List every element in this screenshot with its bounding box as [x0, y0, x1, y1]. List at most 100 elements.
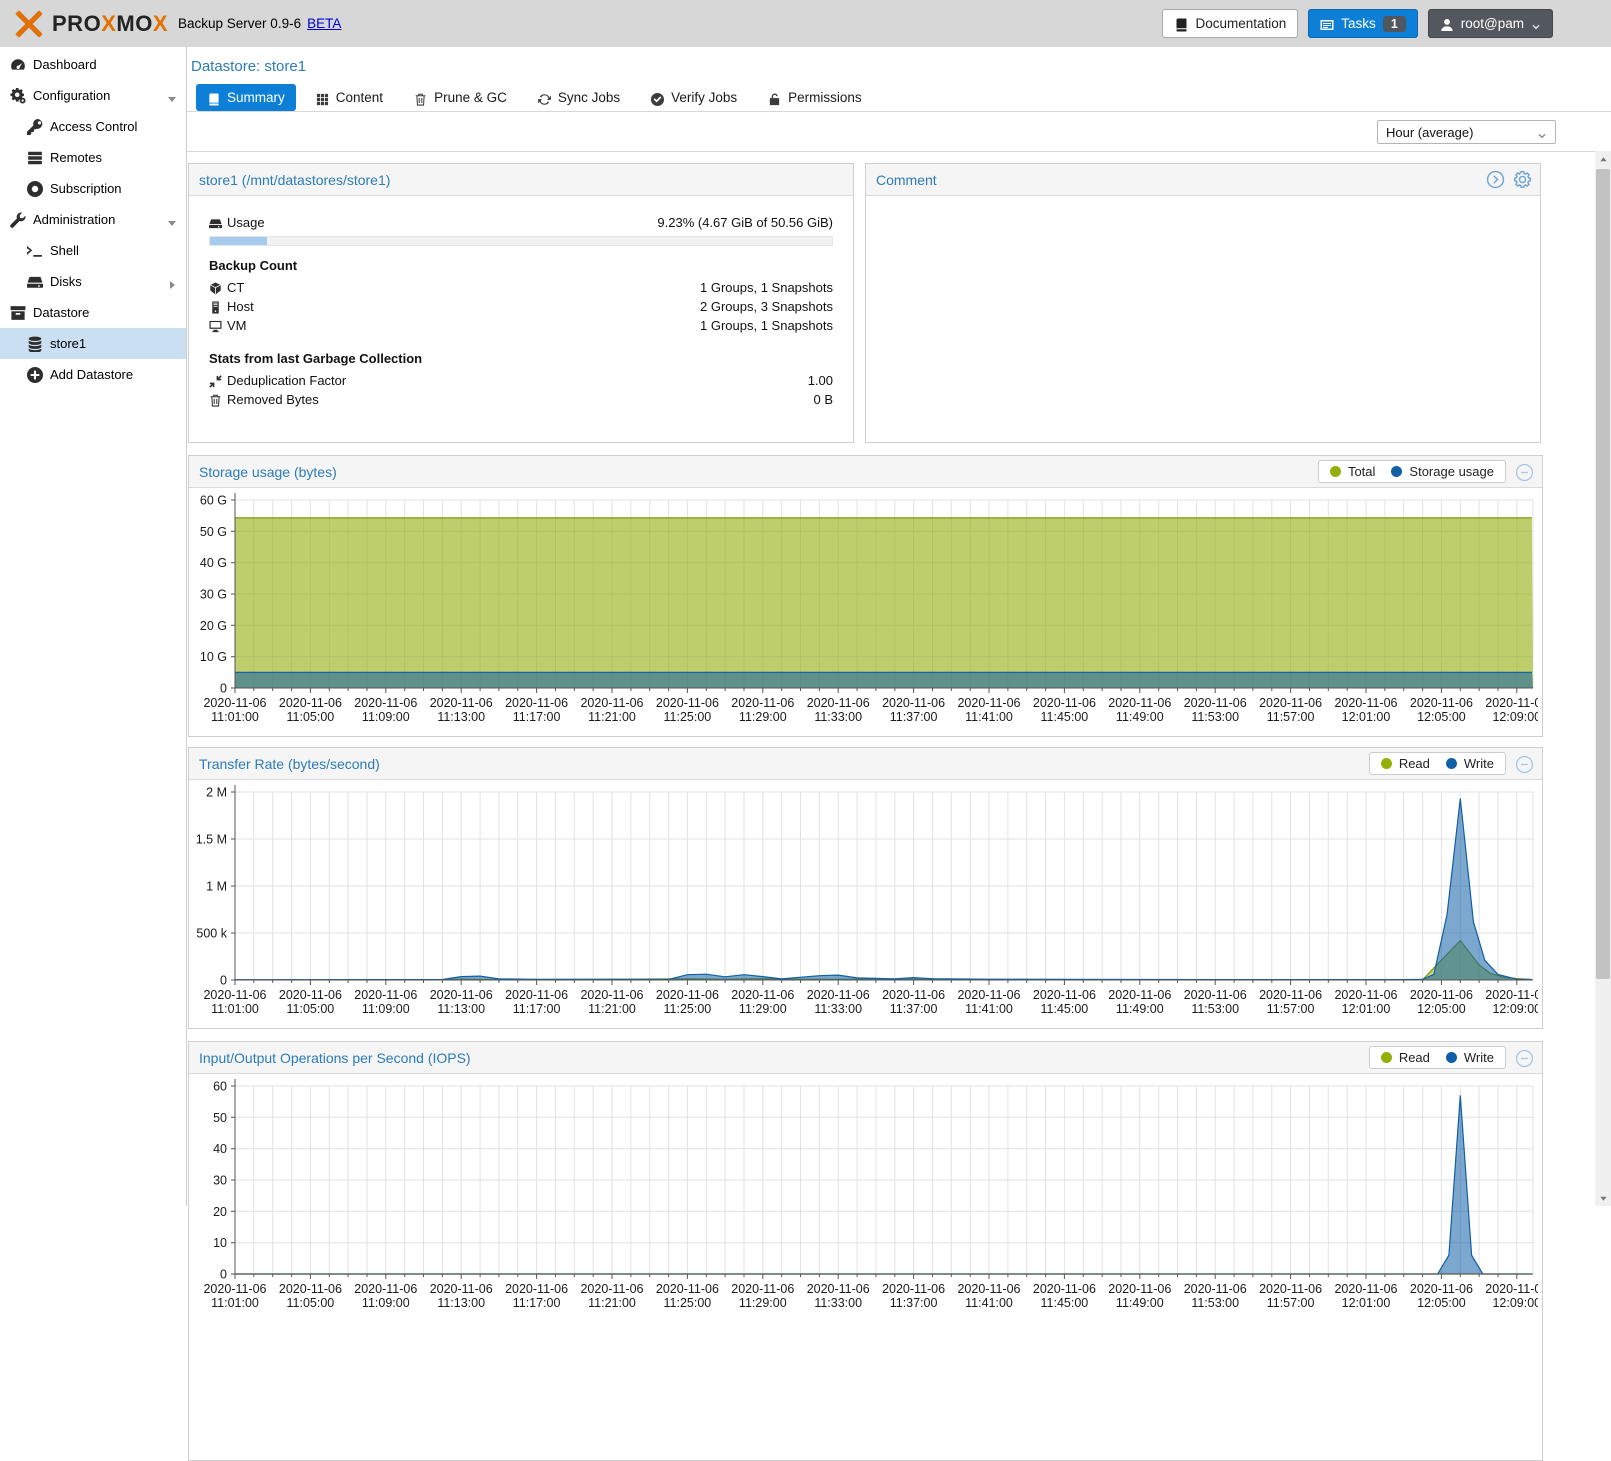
svg-text:2020-11-06: 2020-11-06: [1033, 1282, 1096, 1296]
svg-text:2020-11-06: 2020-11-06: [1485, 988, 1538, 1002]
legend-write[interactable]: Write: [1446, 756, 1494, 771]
tab-verify-jobs[interactable]: Verify Jobs: [640, 84, 748, 111]
svg-text:2020-11-06: 2020-11-06: [354, 1282, 417, 1296]
wrench-icon: [10, 212, 26, 228]
sidebar-item-access-control[interactable]: Access Control: [0, 111, 186, 142]
scrollbar-thumb[interactable]: [1596, 169, 1610, 979]
svg-text:2020-11-06: 2020-11-06: [1108, 988, 1171, 1002]
svg-text:11:57:00: 11:57:00: [1267, 710, 1315, 724]
vertical-scrollbar[interactable]: [1595, 151, 1611, 1206]
svg-text:11:09:00: 11:09:00: [362, 710, 410, 724]
sidebar-item-remotes[interactable]: Remotes: [0, 142, 186, 173]
svg-text:11:37:00: 11:37:00: [890, 1002, 938, 1016]
svg-text:2 M: 2 M: [206, 786, 227, 800]
svg-text:2020-11-06: 2020-11-06: [580, 696, 643, 710]
transfer-rate-chart-panel: Transfer Rate (bytes/second) Read Write …: [188, 747, 1543, 1029]
legend-total[interactable]: Total: [1330, 464, 1375, 479]
svg-text:2020-11-06: 2020-11-06: [203, 988, 266, 1002]
sidebar-item-subscription[interactable]: Subscription: [0, 173, 186, 204]
sidebar-item-store1[interactable]: store1: [0, 328, 186, 359]
collapse-circle-minus-icon[interactable]: [1515, 755, 1534, 774]
chart-legend: Read Write: [1369, 1046, 1506, 1069]
svg-text:11:53:00: 11:53:00: [1191, 710, 1239, 724]
scroll-down-icon[interactable]: [1595, 1190, 1611, 1206]
svg-text:12:09:00: 12:09:00: [1492, 710, 1538, 724]
svg-text:11:29:00: 11:29:00: [739, 1002, 787, 1016]
tab-permissions[interactable]: Permissions: [757, 84, 873, 111]
svg-text:11:49:00: 11:49:00: [1116, 1296, 1164, 1310]
svg-text:11:09:00: 11:09:00: [362, 1296, 410, 1310]
trash-icon: [209, 392, 227, 407]
svg-text:12:01:00: 12:01:00: [1342, 1296, 1391, 1310]
svg-text:12:09:00: 12:09:00: [1492, 1002, 1538, 1016]
documentation-button[interactable]: Documentation: [1162, 9, 1298, 38]
svg-text:11:29:00: 11:29:00: [739, 1296, 787, 1310]
user-menu-button[interactable]: root@pam: [1428, 9, 1553, 38]
removed-bytes-row: Removed Bytes 0 B: [209, 390, 833, 409]
svg-text:11:13:00: 11:13:00: [437, 1296, 485, 1310]
svg-text:2020-11-06: 2020-11-06: [1410, 1282, 1473, 1296]
svg-text:11:57:00: 11:57:00: [1267, 1296, 1315, 1310]
sidebar-item-add-datastore[interactable]: Add Datastore: [0, 359, 186, 390]
svg-text:11:53:00: 11:53:00: [1191, 1002, 1239, 1016]
svg-text:11:01:00: 11:01:00: [211, 1002, 259, 1016]
svg-text:2020-11-06: 2020-11-06: [1334, 696, 1397, 710]
timeframe-select[interactable]: Hour (average): [1377, 120, 1556, 144]
legend-dot: [1391, 466, 1402, 477]
hdd-icon: [209, 215, 227, 230]
sidebar-item-dashboard[interactable]: Dashboard: [0, 49, 186, 80]
sidebar-item-datastore[interactable]: Datastore: [0, 297, 186, 328]
svg-text:2020-11-06: 2020-11-06: [1410, 696, 1473, 710]
svg-text:2020-11-06: 2020-11-06: [807, 988, 870, 1002]
database-icon: [27, 336, 43, 352]
legend-read[interactable]: Read: [1381, 756, 1430, 771]
svg-text:2020-11-06: 2020-11-06: [1184, 696, 1247, 710]
svg-text:60 G: 60 G: [200, 494, 227, 508]
comment-body[interactable]: [866, 196, 1540, 213]
tasks-button[interactable]: Tasks 1: [1308, 9, 1417, 38]
svg-text:11:05:00: 11:05:00: [287, 1296, 335, 1310]
tab-summary[interactable]: Summary: [196, 84, 296, 111]
svg-text:12:01:00: 12:01:00: [1342, 710, 1391, 724]
sidebar-item-disks[interactable]: Disks: [0, 266, 186, 297]
svg-text:2020-11-06: 2020-11-06: [957, 1282, 1020, 1296]
svg-text:2020-11-06: 2020-11-06: [203, 1282, 266, 1296]
tab-sync-jobs[interactable]: Sync Jobs: [527, 84, 631, 111]
svg-text:2020-11-06: 2020-11-06: [1410, 988, 1473, 1002]
tab-content[interactable]: Content: [305, 84, 394, 111]
chart-legend: Total Storage usage: [1318, 460, 1506, 483]
storage-usage-chart: 010 G20 G30 G40 G50 G60 G2020-11-0611:01…: [189, 488, 1538, 736]
svg-text:11:57:00: 11:57:00: [1267, 1002, 1315, 1016]
beta-link[interactable]: BETA: [307, 16, 341, 31]
legend-read[interactable]: Read: [1381, 1050, 1430, 1065]
server-list-icon: [27, 150, 43, 166]
svg-text:0: 0: [220, 682, 227, 696]
svg-text:11:17:00: 11:17:00: [513, 1002, 561, 1016]
gear-icon[interactable]: [1513, 170, 1532, 189]
svg-text:2020-11-06: 2020-11-06: [1108, 696, 1171, 710]
svg-text:2020-11-06: 2020-11-06: [505, 988, 568, 1002]
chart-toolbar: Hour (average): [187, 112, 1611, 152]
proxmox-logo[interactable]: PROXMOX: [12, 7, 168, 41]
iops-chart-panel: Input/Output Operations per Second (IOPS…: [188, 1041, 1543, 1461]
sidebar-item-shell[interactable]: Shell: [0, 235, 186, 266]
legend-write[interactable]: Write: [1446, 1050, 1494, 1065]
legend-storage-usage[interactable]: Storage usage: [1391, 464, 1494, 479]
svg-text:11:45:00: 11:45:00: [1041, 710, 1089, 724]
legend-dot: [1381, 1052, 1392, 1063]
sidebar-item-administration[interactable]: Administration: [0, 204, 186, 235]
collapse-circle-minus-icon[interactable]: [1515, 463, 1534, 482]
caret-down-icon[interactable]: [167, 91, 177, 101]
caret-right-icon[interactable]: [167, 277, 177, 287]
tab-bar: Summary Content Prune & GC Sync Jobs Ver…: [187, 84, 1611, 112]
arrow-circle-right-icon[interactable]: [1486, 170, 1505, 189]
scroll-up-icon[interactable]: [1595, 151, 1611, 167]
sidebar-item-configuration[interactable]: Configuration: [0, 80, 186, 111]
tab-prune-gc[interactable]: Prune & GC: [403, 84, 518, 111]
caret-down-icon[interactable]: [167, 215, 177, 225]
svg-text:2020-11-06: 2020-11-06: [505, 696, 568, 710]
svg-text:12:05:00: 12:05:00: [1417, 710, 1466, 724]
collapse-circle-minus-icon[interactable]: [1515, 1049, 1534, 1068]
usage-progress-bar: [209, 236, 833, 246]
